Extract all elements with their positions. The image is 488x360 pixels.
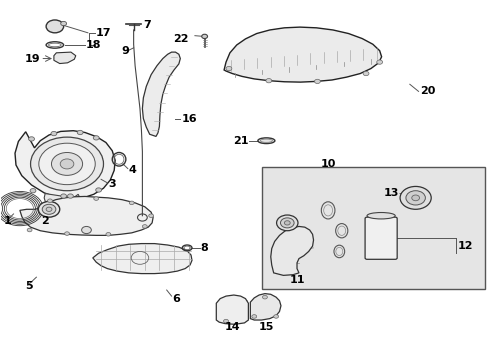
Circle shape — [77, 130, 83, 135]
Circle shape — [46, 20, 63, 33]
Text: 18: 18 — [86, 40, 102, 50]
Circle shape — [47, 199, 52, 203]
Text: 21: 21 — [232, 136, 248, 146]
Text: 4: 4 — [128, 165, 136, 175]
Circle shape — [405, 191, 425, 205]
Text: 9: 9 — [121, 46, 128, 57]
Circle shape — [142, 225, 147, 228]
Text: 7: 7 — [143, 19, 151, 30]
Text: 8: 8 — [201, 243, 208, 253]
Circle shape — [27, 228, 32, 232]
Circle shape — [129, 201, 134, 204]
Circle shape — [314, 79, 320, 84]
Text: 14: 14 — [224, 322, 240, 332]
Circle shape — [30, 137, 103, 191]
Circle shape — [61, 21, 66, 26]
Text: 6: 6 — [172, 294, 180, 303]
Circle shape — [276, 215, 297, 231]
Circle shape — [363, 71, 368, 76]
Polygon shape — [15, 131, 115, 199]
Circle shape — [81, 226, 91, 234]
Circle shape — [64, 232, 69, 235]
Text: 13: 13 — [383, 188, 398, 198]
Text: 5: 5 — [25, 282, 32, 292]
Polygon shape — [270, 226, 313, 275]
Circle shape — [280, 218, 293, 228]
Polygon shape — [216, 295, 248, 324]
Circle shape — [60, 159, 74, 169]
Circle shape — [93, 136, 99, 140]
Text: 2: 2 — [41, 216, 49, 226]
Polygon shape — [54, 52, 76, 64]
Polygon shape — [93, 244, 192, 274]
Circle shape — [46, 207, 52, 211]
Polygon shape — [224, 27, 381, 82]
Text: 3: 3 — [108, 179, 116, 189]
Text: 22: 22 — [173, 34, 188, 44]
Text: 20: 20 — [420, 86, 435, 96]
Circle shape — [94, 197, 99, 201]
Circle shape — [29, 137, 34, 141]
Circle shape — [223, 319, 228, 323]
Circle shape — [251, 315, 256, 318]
Circle shape — [38, 202, 60, 217]
Circle shape — [148, 214, 153, 217]
Text: 11: 11 — [289, 275, 304, 285]
Circle shape — [51, 131, 57, 136]
Circle shape — [96, 188, 102, 192]
Text: 1: 1 — [4, 216, 12, 226]
Text: 17: 17 — [96, 28, 111, 38]
Text: 19: 19 — [25, 54, 41, 64]
Text: 12: 12 — [457, 241, 472, 251]
Circle shape — [42, 204, 56, 214]
Ellipse shape — [257, 138, 274, 144]
Circle shape — [411, 195, 419, 201]
Circle shape — [273, 315, 278, 318]
Ellipse shape — [366, 212, 394, 219]
FancyBboxPatch shape — [365, 217, 396, 259]
Circle shape — [376, 60, 382, 64]
Polygon shape — [44, 194, 80, 213]
Circle shape — [284, 221, 289, 225]
Polygon shape — [142, 52, 180, 136]
Polygon shape — [250, 294, 281, 320]
Circle shape — [262, 296, 267, 299]
Text: 16: 16 — [181, 113, 197, 123]
Text: 10: 10 — [320, 159, 335, 169]
Circle shape — [201, 34, 207, 39]
Circle shape — [61, 194, 66, 198]
Circle shape — [39, 143, 95, 185]
FancyBboxPatch shape — [261, 167, 484, 289]
Circle shape — [265, 78, 271, 83]
Circle shape — [30, 189, 36, 193]
Circle shape — [51, 153, 82, 175]
Circle shape — [67, 194, 73, 198]
Polygon shape — [20, 197, 153, 235]
Circle shape — [106, 233, 111, 236]
Circle shape — [399, 186, 430, 209]
Text: 15: 15 — [258, 322, 273, 332]
Circle shape — [225, 66, 231, 71]
